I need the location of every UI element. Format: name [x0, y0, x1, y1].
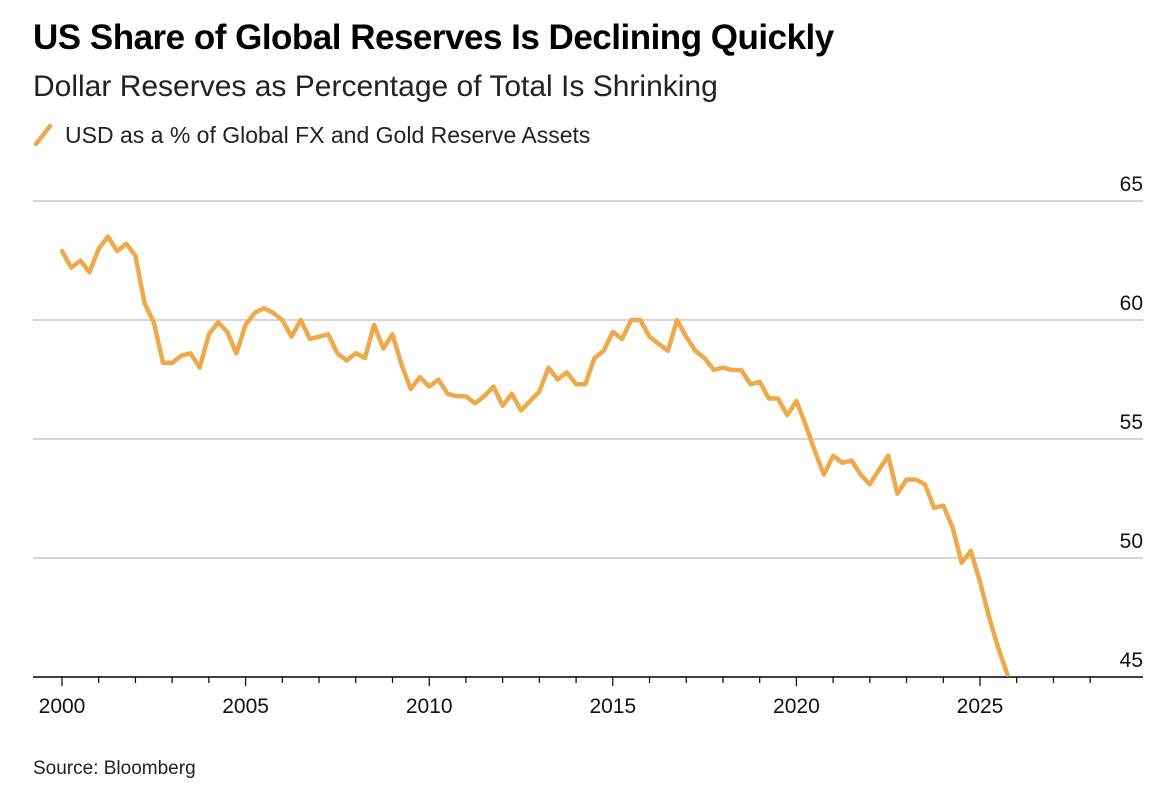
x-tick-label: 2025 — [957, 695, 1004, 718]
x-axis-ticks: 2000 2005 2010 2015 2020 2025 — [39, 677, 1091, 718]
y-axis-ticks: 65 60 55 50 45 — [1120, 173, 1143, 672]
y-tick-label: 60 — [1120, 292, 1143, 315]
series-line — [59, 234, 1010, 677]
line-chart: 65 60 55 50 45 2000 2005 2010 2015 2020 2025 — [33, 173, 1143, 718]
y-tick-label: 65 — [1120, 173, 1143, 196]
y-tick-label: 50 — [1120, 530, 1143, 553]
legend: USD as a % of Global FX and Gold Reserve… — [33, 120, 590, 150]
y-tick-label: 55 — [1120, 411, 1143, 434]
source-note: Source: Bloomberg — [33, 758, 196, 779]
chart-subtitle: Dollar Reserves as Percentage of Total I… — [33, 70, 718, 103]
x-tick-label: 2005 — [222, 695, 269, 718]
chart-title: US Share of Global Reserves Is Declining… — [33, 18, 834, 57]
x-tick-label: 2000 — [39, 695, 86, 718]
legend-swatch — [33, 123, 53, 147]
legend-label: USD as a % of Global FX and Gold Reserve… — [65, 121, 591, 148]
x-tick-label: 2020 — [773, 695, 820, 718]
y-tick-label: 45 — [1120, 649, 1143, 672]
x-tick-label: 2010 — [406, 695, 453, 718]
gridlines — [33, 200, 1143, 559]
x-tick-label: 2015 — [589, 695, 636, 718]
